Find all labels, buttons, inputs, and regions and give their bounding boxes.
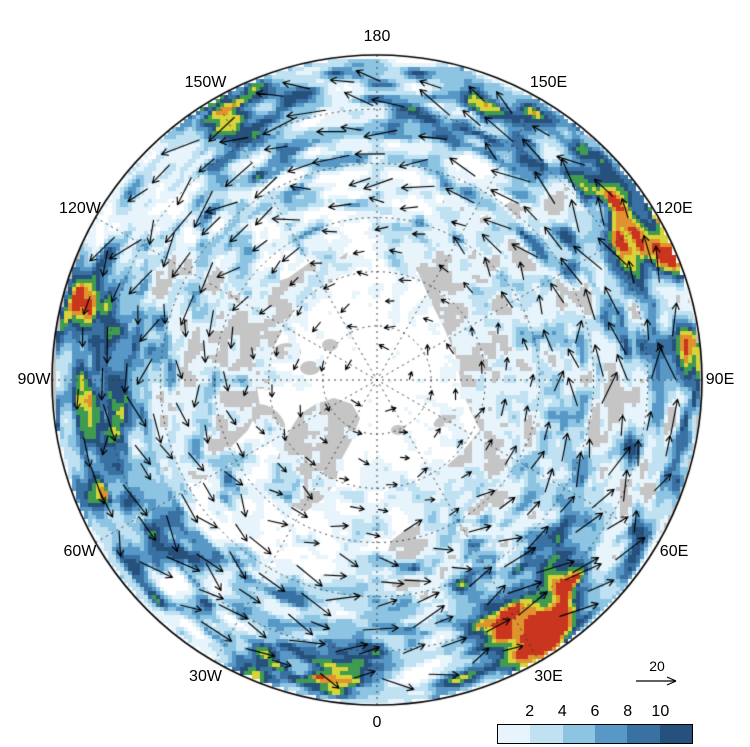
colorbar-segment xyxy=(498,725,531,743)
colorbar-tick-label: 10 xyxy=(651,703,670,720)
longitude-label-90E: 90E xyxy=(705,371,735,388)
colorbar-tick-label: 8 xyxy=(623,703,633,720)
longitude-label-150E: 150E xyxy=(529,73,568,91)
colorbar-tick-label: 4 xyxy=(557,703,567,720)
reference-vector-value: 20 xyxy=(649,658,665,674)
colorbar-gradient xyxy=(497,724,693,744)
colorbar-segment xyxy=(562,725,595,743)
longitude-label-30E: 30E xyxy=(534,668,563,686)
longitude-label-120W: 120W xyxy=(59,199,101,217)
reference-arrow-icon xyxy=(636,676,677,686)
longitude-label-60W: 60W xyxy=(63,542,97,560)
colorbar-segment xyxy=(530,725,563,743)
colorbar-tick-label: 2 xyxy=(525,703,535,720)
reference-vector: 20 xyxy=(630,659,684,690)
longitude-label-30W: 30W xyxy=(189,668,222,686)
longitude-label-90W: 90W xyxy=(17,371,51,388)
longitude-label-0: 0 xyxy=(372,714,382,731)
colorbar-tick-label: 6 xyxy=(590,703,600,720)
colorbar-segment xyxy=(659,725,692,743)
longitude-label-180: 180 xyxy=(363,28,391,45)
colorbar: 2 4 6 8 10 xyxy=(497,703,693,744)
longitude-label-60E: 60E xyxy=(659,542,689,560)
colorbar-segment xyxy=(627,725,660,743)
colorbar-segment xyxy=(594,725,628,743)
colorbar-tick-labels: 2 4 6 8 10 xyxy=(497,703,693,724)
longitude-label-120E: 120E xyxy=(655,199,693,217)
longitude-label-150W: 150W xyxy=(184,73,227,91)
